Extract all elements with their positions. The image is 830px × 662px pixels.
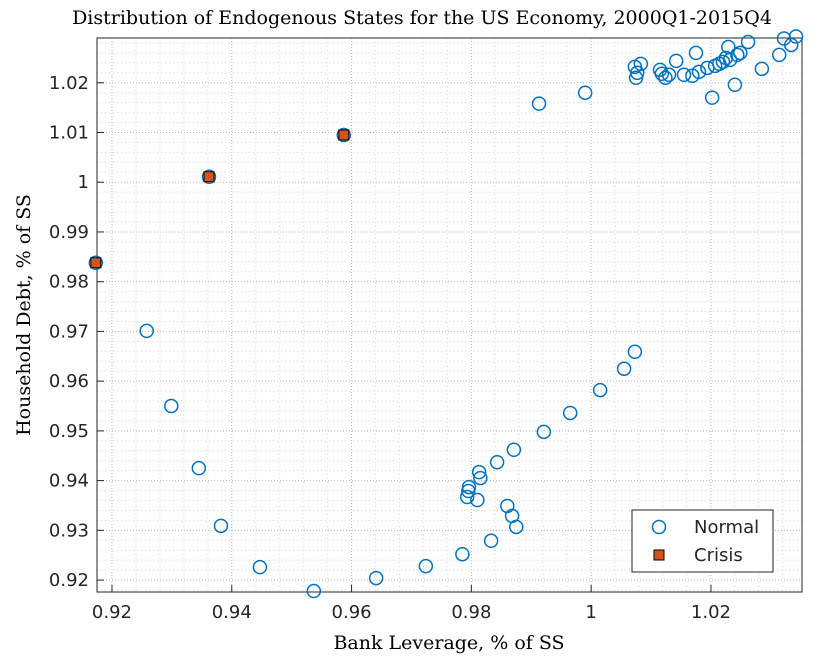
y-axis-label: Household Debt, % of SS bbox=[13, 194, 35, 436]
point bbox=[489, 454, 505, 470]
point bbox=[654, 66, 670, 82]
point bbox=[139, 323, 154, 339]
y-tick-label: 0.98 bbox=[49, 272, 89, 293]
point bbox=[368, 570, 384, 586]
point bbox=[473, 470, 488, 486]
point bbox=[633, 56, 649, 72]
point bbox=[191, 460, 207, 476]
x-tick-label: 0.98 bbox=[451, 602, 491, 623]
point bbox=[715, 54, 731, 70]
point bbox=[252, 559, 268, 575]
point bbox=[509, 519, 524, 535]
x-axis-label: Bank Leverage, % of SS bbox=[333, 632, 564, 654]
plot-frame bbox=[96, 37, 803, 593]
point bbox=[658, 70, 673, 86]
point bbox=[691, 64, 707, 80]
point bbox=[730, 47, 745, 63]
x-tick-label: 1 bbox=[585, 602, 596, 623]
y-tick-label: 1 bbox=[78, 172, 89, 193]
point bbox=[531, 96, 547, 111]
point bbox=[562, 405, 578, 421]
y-tick-label: 1.01 bbox=[49, 122, 89, 143]
legend-marker bbox=[653, 549, 665, 561]
y-tick-label: 0.97 bbox=[49, 321, 89, 342]
y-tick-label: 0.95 bbox=[49, 421, 89, 442]
chart-title: Distribution of Endogenous States for th… bbox=[72, 7, 772, 29]
point bbox=[470, 492, 485, 508]
point bbox=[754, 61, 770, 77]
point bbox=[727, 77, 743, 92]
x-tick-label: 1.02 bbox=[691, 602, 731, 623]
point bbox=[164, 398, 179, 414]
y-tick-label: 0.92 bbox=[49, 570, 89, 591]
point bbox=[338, 129, 350, 141]
point bbox=[627, 344, 643, 360]
point bbox=[483, 533, 499, 549]
point bbox=[336, 127, 352, 143]
y-tick-label: 1.02 bbox=[49, 73, 89, 94]
point bbox=[661, 67, 677, 83]
point bbox=[90, 257, 102, 269]
point bbox=[592, 382, 608, 398]
point bbox=[688, 45, 704, 61]
x-tick-label: 0.96 bbox=[332, 602, 372, 623]
point bbox=[616, 361, 632, 376]
point bbox=[455, 546, 470, 562]
point bbox=[740, 34, 756, 50]
point bbox=[203, 171, 215, 183]
point bbox=[676, 67, 692, 83]
point bbox=[459, 489, 475, 505]
point bbox=[201, 169, 217, 184]
y-tick-label: 0.99 bbox=[49, 222, 89, 243]
legend-label: Normal bbox=[694, 517, 759, 538]
point bbox=[471, 464, 487, 480]
point bbox=[461, 479, 477, 495]
point bbox=[788, 29, 804, 44]
point bbox=[536, 424, 552, 440]
point bbox=[577, 85, 593, 100]
y-tick-label: 0.94 bbox=[49, 471, 89, 492]
legend-label: Crisis bbox=[694, 545, 743, 566]
legend-box bbox=[631, 509, 774, 573]
point bbox=[771, 47, 787, 63]
point bbox=[506, 442, 522, 458]
point bbox=[783, 37, 799, 53]
point bbox=[722, 52, 738, 68]
x-tick-label: 0.94 bbox=[212, 602, 252, 623]
point bbox=[88, 255, 104, 271]
legend-marker bbox=[651, 519, 667, 535]
point bbox=[306, 583, 322, 599]
point bbox=[213, 518, 229, 534]
point bbox=[418, 558, 434, 574]
point bbox=[628, 70, 644, 86]
x-tick-label: 0.92 bbox=[92, 602, 132, 623]
y-tick-label: 0.93 bbox=[49, 520, 89, 541]
point bbox=[733, 45, 748, 61]
point bbox=[704, 90, 720, 105]
point bbox=[700, 60, 715, 76]
y-tick-label: 0.96 bbox=[49, 371, 89, 392]
point bbox=[668, 53, 684, 69]
point bbox=[630, 65, 645, 81]
